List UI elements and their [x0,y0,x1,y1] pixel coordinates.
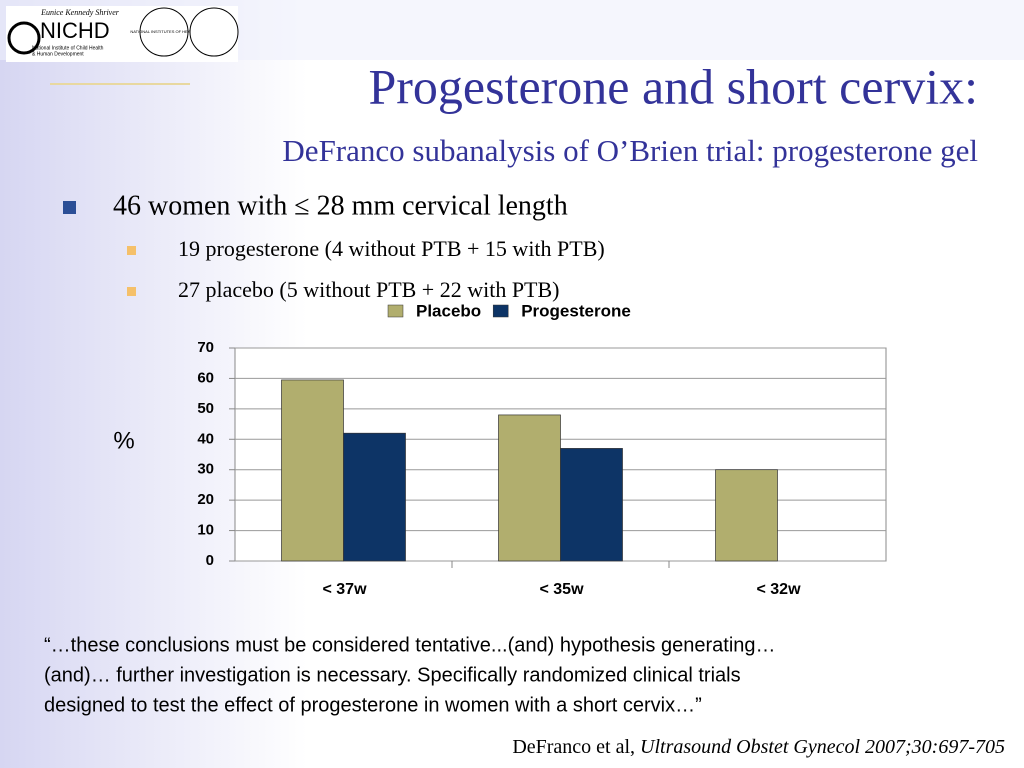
logo-top: Eunice Kennedy Shriver [40,8,120,17]
y-tick-label: 10 [197,522,214,539]
y-tick-label: 20 [197,491,214,508]
nih-seal [139,7,189,57]
logo-line: National Institute of Child Health [32,45,104,51]
quote-line: designed to test the effect of progester… [44,694,702,716]
subbullet: 27 placebo (5 without PTB + 22 with PTB) [178,277,560,302]
y-tick-label: 60 [197,369,214,386]
x-tick-label: < 32w [756,581,801,598]
bar [560,448,623,562]
y-tick-label: 70 [197,339,214,356]
legend-label: Progesterone [521,301,631,320]
bullet-marker [127,246,136,255]
chart: % 0 10 20 30 40 50 60 70 < 37w < 35w < 32w Placebo P… [113,301,887,598]
legend-swatch [492,304,509,318]
logo: Eunice Kennedy Shriver NICHD National In… [6,6,239,62]
y-tick-label: 0 [206,552,214,569]
bar [281,379,344,562]
title: Progesterone and short cervix: [368,58,978,114]
x-tick-label: < 35w [539,581,584,598]
y-axis-label: % [113,427,134,454]
citation-journal: Ultrasound Obstet Gynecol 2007;30:697-70… [640,736,1005,758]
subbullet: 19 progesterone (4 without PTB + 15 with… [178,236,605,261]
citation-author: DeFranco et al, [512,736,640,758]
citation: DeFranco et al, Ultrasound Obstet Gyneco… [512,736,1005,758]
quote-line: “…these conclusions must be considered t… [44,634,776,656]
quote-line: (and)… further investigation is necessar… [44,664,741,686]
bullet-marker [63,201,76,214]
bullet-marker [127,287,136,296]
bar [343,432,406,562]
subtitle: DeFranco subanalysis of O’Brien trial: p… [282,133,978,168]
logo-name: NICHD [40,18,110,43]
nih-text: NATIONAL INSTITUTES OF HEALTH [130,29,197,34]
logo-line: & Human Development [32,51,84,57]
bar [498,414,561,562]
y-tick-label: 30 [197,461,214,478]
y-tick-label: 40 [197,430,214,447]
bullet: 46 women with ≤ 28 mm cervical length [113,190,568,221]
bar [715,469,778,562]
legend-label: Placebo [416,301,481,320]
legend-swatch [387,304,404,318]
x-tick-label: < 37w [322,581,367,598]
hhs-seal [189,7,239,57]
y-tick-label: 50 [197,400,214,417]
logo-circle [7,21,41,55]
